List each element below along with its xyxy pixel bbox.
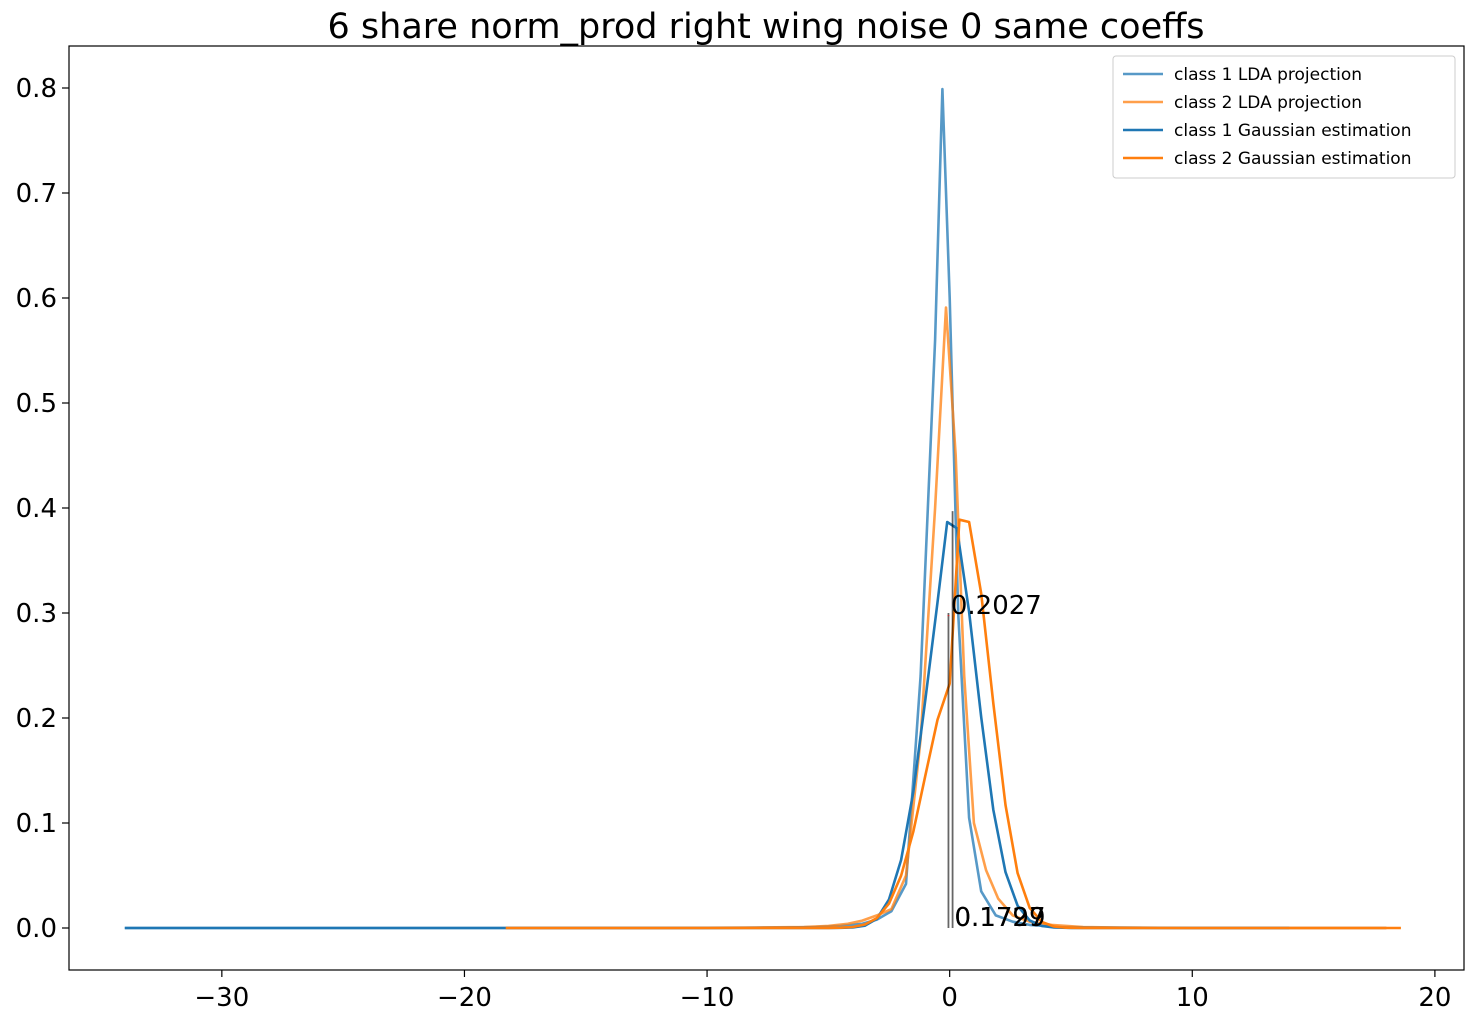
y-tick-label: 0.6: [16, 284, 57, 314]
series-line-1: [124, 87, 1387, 930]
legend: class 1 LDA projection class 2 LDA projec…: [1112, 55, 1456, 179]
x-tick-label: 10: [1176, 983, 1209, 1013]
series-line-3: [124, 520, 1290, 930]
x-tick-label: 0: [941, 983, 958, 1013]
legend-label-3: class 1 Gaussian estimation: [1174, 121, 1411, 141]
annotation-3: 0.1799: [955, 903, 1046, 933]
chart-title: 6 share norm_prod right wing noise 0 sam…: [328, 7, 1205, 47]
y-tick-label: 0.1: [16, 809, 57, 839]
y-tick-label: 0.2: [16, 704, 57, 734]
y-tick-label: 0.5: [16, 389, 57, 419]
legend-label-2: class 2 LDA projection: [1174, 93, 1362, 113]
series-line-2: [505, 306, 1387, 930]
annotation-2: 0.1727: [955, 903, 1046, 933]
legend-label-4: class 2 Gaussian estimation: [1174, 149, 1411, 169]
x-tick-label: 20: [1418, 983, 1451, 1013]
legend-label-1: class 1 LDA projection: [1174, 65, 1362, 85]
x-tick-label: −10: [680, 983, 735, 1013]
y-tick-label: 0.7: [16, 179, 57, 209]
y-tick-label: 0.4: [16, 494, 57, 524]
y-tick-label: 0.0: [16, 914, 57, 944]
annotation-1: 0.2027: [951, 591, 1042, 621]
y-tick-label: 0.3: [16, 599, 57, 629]
series-line-4: [505, 518, 1401, 930]
legend-box: [1112, 55, 1456, 179]
y-tick-label: 0.8: [16, 74, 57, 104]
x-tick-label: −30: [194, 983, 249, 1013]
plot-area-frame: [68, 45, 1465, 971]
x-tick-label: −20: [437, 983, 492, 1013]
